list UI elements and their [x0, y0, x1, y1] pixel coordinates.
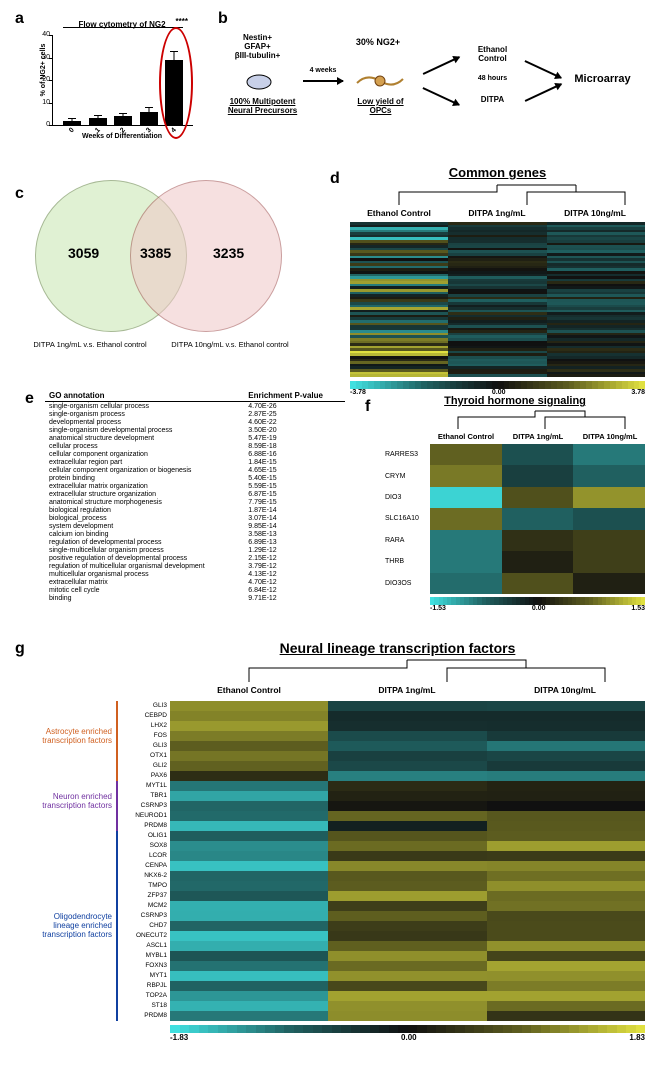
- panel-f-title: Thyroid hormone signaling: [385, 395, 645, 407]
- chart-a-yaxis: % of NG2+ cells: [40, 30, 47, 110]
- venn-mid: 3385: [140, 245, 171, 261]
- panel-d: Common genes Ethanol ControlDITPA 1ng/mL…: [350, 165, 645, 396]
- venn-left: 3059: [68, 245, 99, 261]
- panel-f: Thyroid hormone signaling Ethanol Contro…: [385, 395, 645, 612]
- label-g: g: [15, 640, 25, 658]
- chart-a-xaxis: Weeks of Differentiation: [52, 133, 192, 140]
- venn-lab2: DITPA 10ng/mL v.s. Ethanol control: [160, 340, 300, 349]
- time-label: 48 hours: [465, 75, 520, 82]
- panel-a: Flow cytometry of NG2 01020304001234****…: [20, 15, 210, 150]
- label-f: f: [365, 398, 370, 416]
- stage1: 100% Multipotent Neural Precursors: [215, 97, 310, 115]
- label-d: d: [330, 170, 340, 188]
- th-go: GO annotation: [45, 390, 244, 402]
- mid-label: 30% NG2+: [343, 37, 413, 47]
- venn-right: 3235: [213, 245, 244, 261]
- cond2: DITPA: [465, 95, 520, 104]
- panel-b: Nestin+ GFAP+ βIII-tubulin+ 100% Multipo…: [225, 15, 645, 150]
- panel-d-title: Common genes: [350, 165, 645, 180]
- panel-c: 3059 3385 3235 DITPA 1ng/mL v.s. Ethanol…: [20, 170, 320, 365]
- out: Microarray: [565, 73, 640, 85]
- panel-g: Neural lineage transcription factors Eth…: [30, 640, 645, 1042]
- th-pval: Enrichment P-value: [244, 390, 345, 402]
- markers: Nestin+ GFAP+ βIII-tubulin+: [225, 33, 290, 60]
- panel-g-title: Neural lineage transcription factors: [150, 640, 645, 656]
- label-e: e: [25, 390, 34, 408]
- cond1: Ethanol Control: [465, 45, 520, 63]
- arrow1-label: 4 weeks: [303, 67, 343, 74]
- venn-lab1: DITPA 1ng/mL v.s. Ethanol control: [20, 340, 160, 349]
- stage2: Low yield of OPCs: [343, 97, 418, 115]
- panel-e: GO annotationEnrichment P-valuesingle-or…: [45, 390, 345, 602]
